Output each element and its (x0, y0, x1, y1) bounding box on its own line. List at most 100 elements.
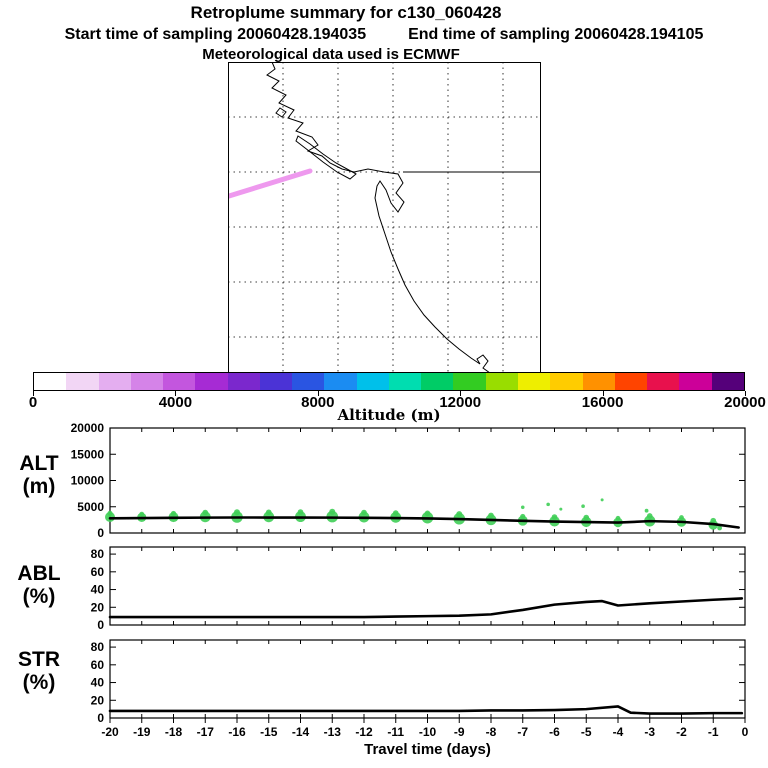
colorbar-gradient (33, 372, 745, 391)
colorbar-tick-label: 4000 (158, 394, 193, 411)
colorbar-segment (66, 373, 99, 390)
plume-dot (615, 515, 621, 521)
y-tick-label: 0 (97, 711, 104, 725)
plume-dot (646, 513, 653, 519)
colorbar-segment (421, 373, 454, 390)
plume-dot (361, 509, 367, 516)
x-axis-tick-label: -15 (260, 725, 278, 739)
plume-dot (583, 514, 590, 521)
colorbar-segment (227, 373, 260, 390)
x-axis-tick-label: -19 (133, 725, 151, 739)
colorbar-caption: Altitude (m) (337, 406, 441, 424)
y-tick-label: 60 (91, 658, 105, 672)
str-axis-label: STR (%) (18, 648, 60, 694)
colorbar-segment (614, 373, 648, 390)
y-tick-label: 20 (91, 693, 105, 707)
plume-dot (600, 498, 604, 502)
y-tick-label: 60 (91, 565, 105, 579)
x-axis-tick-label: -14 (292, 725, 310, 739)
plume-dot (488, 512, 494, 519)
x-axis-tick-label: -17 (197, 725, 215, 739)
x-axis-tick-label: -13 (324, 725, 342, 739)
x-axis-labels: -20 -19 -18 -17 -16 -15 -14 -13 -12 -11 -1 0 -9 -8 -7 -… (101, 718, 749, 739)
met-data-label: Meteorological data used is ECMWF (202, 46, 460, 63)
map-gridlines (228, 62, 541, 373)
x-axis-tick-label: 0 (742, 725, 749, 739)
colorbar-segment (324, 373, 357, 390)
colorbar-segment (98, 373, 131, 390)
abl-line (108, 597, 744, 619)
plume-dot (717, 525, 722, 531)
colorbar-segment (163, 373, 196, 390)
colorbar-segment (550, 373, 583, 390)
x-axis-tick-label: -12 (355, 725, 373, 739)
colorbar-tick-label: 16000 (581, 394, 624, 411)
timeseries-panels: 0 5000 10000 15000 20000 0 20 40 60 80 0 20 40 60 80… (71, 421, 749, 739)
y-tick-label: 10000 (71, 474, 105, 488)
end-time-label: End time of sampling 20060428.194105 (408, 26, 704, 43)
start-time-label: Start time of sampling 20060428.194035 (64, 26, 367, 43)
plume-dot (107, 510, 113, 516)
colorbar-segment (130, 373, 164, 390)
colorbar-tick-mark (745, 391, 746, 396)
trajectory-line (228, 168, 313, 199)
x-axis-tick-label: -11 (387, 725, 404, 739)
plume-dot (546, 502, 550, 507)
y-tick-label: 40 (91, 583, 105, 597)
y-tick-label: 20000 (71, 421, 105, 435)
x-axis-tick-label: -9 (454, 725, 465, 739)
plume-dot (679, 515, 684, 520)
colorbar-segment (679, 373, 712, 390)
plume-dot (297, 509, 304, 515)
colorbar-tick-mark (460, 391, 462, 396)
plume-dot (710, 517, 717, 524)
colorbar-segment (647, 373, 680, 390)
map-border (228, 62, 541, 373)
abl-axis-label: ABL (%) (17, 562, 61, 608)
x-axis-tick-label: -8 (486, 725, 497, 739)
colorbar-tick-label: 20000 (724, 394, 766, 411)
x-axis-title: Travel time (days) (364, 741, 491, 758)
plume-dot (520, 513, 526, 520)
abl-panel: 0 20 40 60 80 (91, 546, 746, 632)
plume-dot (520, 505, 525, 510)
x-axis-tick-label: -18 (165, 725, 183, 739)
x-axis-tick-label: -6 (549, 725, 560, 739)
alt-panel: 0 5000 10000 15000 20000 (71, 421, 746, 540)
plume-dot (139, 511, 145, 517)
plume-dot (392, 510, 399, 516)
plume-dot (234, 509, 240, 516)
sampling-times: Start time of sampling 20060428.194035 E… (0, 26, 768, 44)
y-tick-label: 80 (91, 547, 105, 561)
str-panel: 0 20 40 60 80 (91, 639, 746, 725)
plume-dot (202, 509, 209, 516)
y-tick-label: 0 (97, 526, 104, 540)
colorbar-tick-label: 0 (28, 394, 38, 411)
page-title: Retroplume summary for c130_060428 (190, 3, 502, 22)
y-tick-label: 20 (91, 600, 105, 614)
alt-line (108, 516, 740, 529)
x-axis-tick-label: -16 (228, 725, 246, 739)
colorbar-tick-mark (175, 391, 177, 396)
y-tick-label: 80 (91, 640, 105, 654)
colorbar-segment (292, 373, 325, 390)
plume-dot (551, 514, 558, 520)
colorbar-segment (582, 373, 615, 390)
colorbar-tick-label: 8000 (301, 394, 335, 411)
y-tick-label: 40 (91, 676, 105, 690)
y-tick-label: 5000 (77, 500, 104, 514)
panel-box (109, 546, 746, 626)
x-axis-tick-label: -4 (613, 725, 624, 739)
colorbar-segment (388, 373, 422, 390)
colorbar-tick-mark (602, 391, 604, 396)
x-axis-tick-label: -1 (708, 725, 719, 739)
y-tick-label: 0 (97, 618, 104, 632)
plume-dot (329, 508, 336, 515)
altitude-colorbar: 0 4000 8000 12000 16000 20000 Altitude (m) (0, 372, 768, 424)
colorbar-segment (517, 373, 551, 390)
x-axis-tick-label: -7 (517, 725, 528, 739)
colorbar-segment (453, 373, 486, 390)
x-axis-tick-label: -20 (101, 725, 119, 739)
colorbar-segment (34, 373, 67, 390)
